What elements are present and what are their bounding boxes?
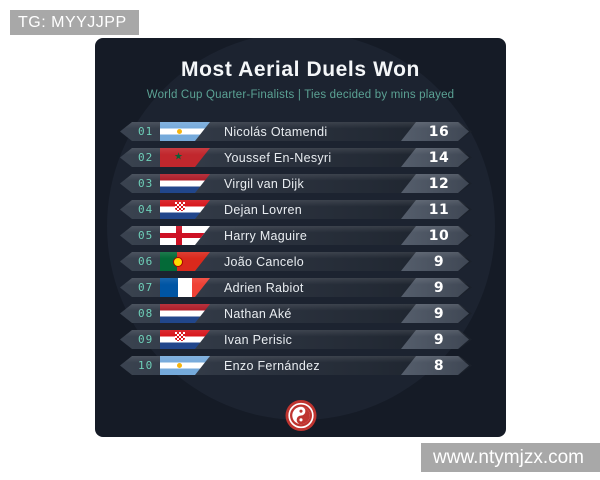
rank-label: 06 bbox=[138, 255, 154, 268]
player-name: Nicolás Otamendi bbox=[224, 124, 328, 139]
table-row: 01 Nicolás Otamendi 16 bbox=[120, 122, 472, 141]
watermark-bottom-right: www.ntymjzx.com bbox=[421, 443, 600, 472]
rank-label: 02 bbox=[138, 151, 154, 164]
country-flag-icon bbox=[160, 174, 210, 193]
page-subtitle: World Cup Quarter-Finalists | Ties decid… bbox=[146, 89, 455, 101]
value-label: 9 bbox=[433, 305, 445, 322]
country-flag-icon bbox=[160, 356, 210, 375]
table-row: 05 Harry Maguire 10 bbox=[120, 226, 472, 245]
player-name: João Cancelo bbox=[224, 254, 305, 269]
value-label: 9 bbox=[433, 279, 445, 296]
panel-header: Most Aerial Duels Won World Cup Quarter-… bbox=[95, 57, 506, 102]
player-name: Enzo Fernández bbox=[224, 358, 320, 373]
table-row: 08 Nathan Aké 9 bbox=[120, 304, 472, 323]
player-name: Youssef En-Nesyri bbox=[224, 150, 332, 165]
value-label: 10 bbox=[428, 227, 450, 244]
country-flag-icon bbox=[160, 252, 210, 271]
table-row: 04 Dejan Lovren 11 bbox=[120, 200, 472, 219]
value-badge: 16 bbox=[401, 122, 469, 141]
leaderboard-rows: 01 Nicolás Otamendi 16 02 Youssef En-Nes… bbox=[120, 122, 472, 382]
value-badge: 9 bbox=[401, 252, 469, 271]
table-row: 02 Youssef En-Nesyri 14 bbox=[120, 148, 472, 167]
watermark-top-left-text: TG: MYYJJPP bbox=[18, 13, 127, 31]
value-badge: 8 bbox=[401, 356, 469, 375]
rank-label: 08 bbox=[138, 307, 154, 320]
stats-provider-logo bbox=[285, 400, 316, 431]
country-flag-icon bbox=[160, 226, 210, 245]
value-badge: 12 bbox=[401, 174, 469, 193]
player-name: Harry Maguire bbox=[224, 228, 308, 243]
value-badge: 9 bbox=[401, 330, 469, 349]
rank-label: 03 bbox=[138, 177, 154, 190]
rank-label: 09 bbox=[138, 333, 154, 346]
value-badge: 10 bbox=[401, 226, 469, 245]
country-flag-icon bbox=[160, 330, 210, 349]
value-badge: 9 bbox=[401, 278, 469, 297]
country-flag-icon bbox=[160, 122, 210, 141]
value-label: 9 bbox=[433, 253, 445, 270]
table-row: 10 Enzo Fernández 8 bbox=[120, 356, 472, 375]
value-label: 11 bbox=[428, 201, 450, 218]
value-label: 14 bbox=[428, 149, 450, 166]
value-badge: 14 bbox=[401, 148, 469, 167]
country-flag-icon bbox=[160, 200, 210, 219]
page-title: Most Aerial Duels Won bbox=[181, 58, 420, 81]
value-label: 8 bbox=[433, 357, 445, 374]
leaderboard-panel: Most Aerial Duels Won World Cup Quarter-… bbox=[95, 38, 506, 437]
player-name: Nathan Aké bbox=[224, 306, 292, 321]
player-name: Adrien Rabiot bbox=[224, 280, 304, 295]
country-flag-icon bbox=[160, 304, 210, 323]
value-label: 9 bbox=[433, 331, 445, 348]
rank-label: 01 bbox=[138, 125, 154, 138]
player-name: Virgil van Dijk bbox=[224, 176, 304, 191]
player-name: Ivan Perisic bbox=[224, 332, 293, 347]
country-flag-icon bbox=[160, 148, 210, 167]
watermark-top-left: TG: MYYJJPP bbox=[10, 10, 139, 35]
table-row: 07 Adrien Rabiot 9 bbox=[120, 278, 472, 297]
table-row: 09 Ivan Perisic 9 bbox=[120, 330, 472, 349]
red-swirl-logo-icon bbox=[285, 400, 316, 431]
rank-label: 04 bbox=[138, 203, 154, 216]
rank-label: 05 bbox=[138, 229, 154, 242]
country-flag-icon bbox=[160, 278, 210, 297]
rank-label: 07 bbox=[138, 281, 154, 294]
rank-label: 10 bbox=[138, 359, 154, 372]
value-label: 12 bbox=[428, 175, 450, 192]
value-badge: 11 bbox=[401, 200, 469, 219]
value-badge: 9 bbox=[401, 304, 469, 323]
table-row: 03 Virgil van Dijk 12 bbox=[120, 174, 472, 193]
value-label: 16 bbox=[428, 123, 450, 140]
watermark-bottom-right-text: www.ntymjzx.com bbox=[433, 446, 584, 468]
player-name: Dejan Lovren bbox=[224, 202, 302, 217]
table-row: 06 João Cancelo 9 bbox=[120, 252, 472, 271]
